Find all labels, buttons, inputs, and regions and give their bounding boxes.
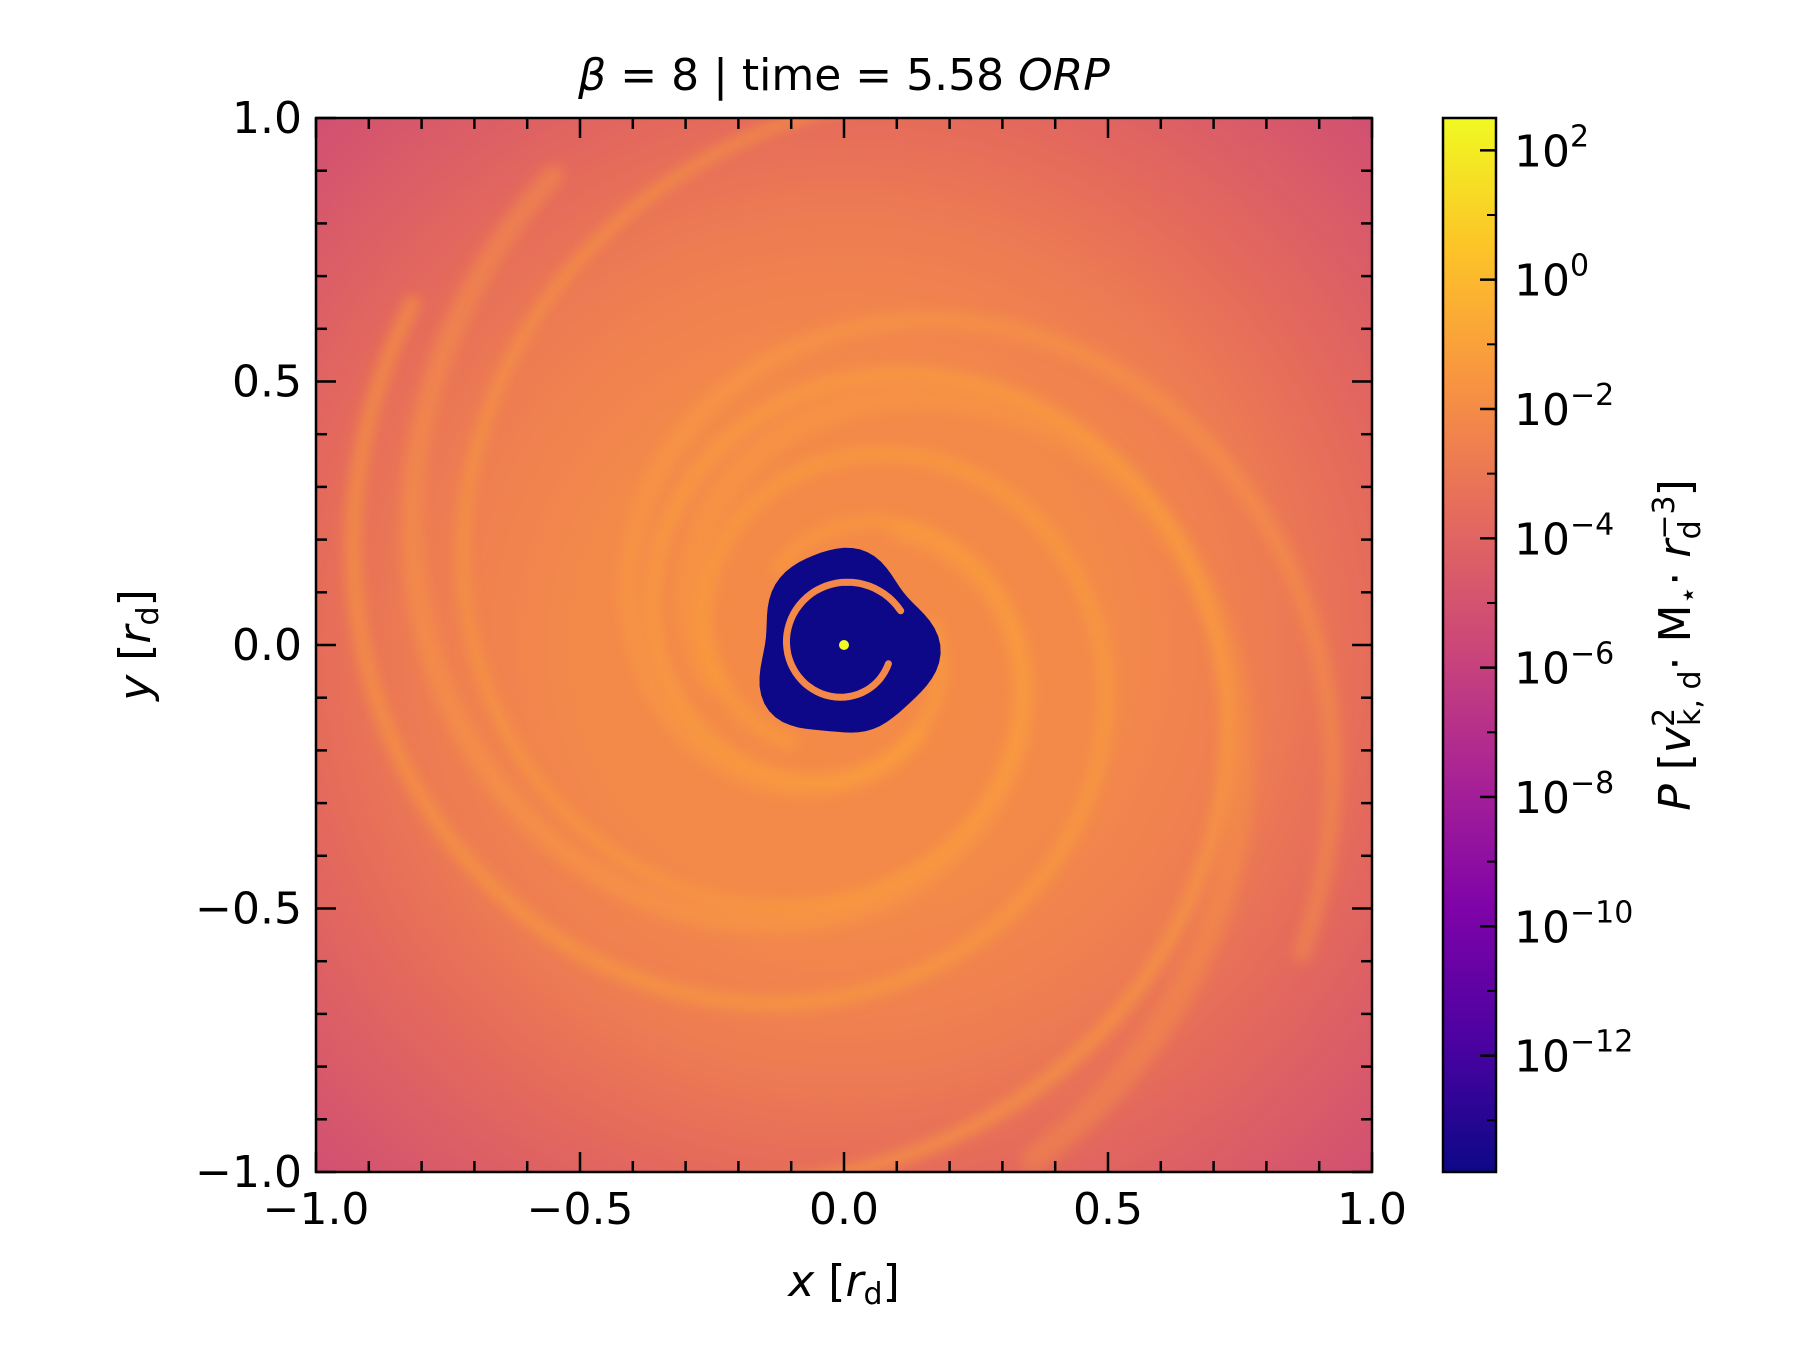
plot-area	[316, 118, 1372, 1172]
colorbar-tick-label: 10−10	[1514, 895, 1633, 953]
spiral-arm	[401, 164, 1035, 935]
central-hot-spot	[839, 640, 849, 650]
chart-title: β = 8 | time = 5.58 ORP	[577, 50, 1110, 101]
colorbar-tick-label: 102	[1514, 119, 1589, 177]
colorbar-tick-label: 10−4	[1514, 507, 1614, 565]
x-tick-label: −1.0	[263, 1184, 370, 1235]
spiral-arms	[344, 118, 1343, 1172]
colorbar-tick-label: 10−2	[1514, 378, 1614, 436]
x-tick-label: 0.0	[809, 1184, 879, 1235]
colorbar-tick-label: 10−12	[1514, 1025, 1633, 1083]
x-tick-label: 0.5	[1073, 1184, 1143, 1235]
y-tick-label: −0.5	[195, 884, 302, 935]
y-tick-label: 1.0	[232, 93, 302, 144]
x-axis-label: x [rd]	[786, 1256, 900, 1312]
colorbar-tick-label: 10−8	[1514, 766, 1614, 824]
colorbar-ticks: 102 100 10−2 10−4 10−6 10−8 10−10 10−12	[1480, 119, 1633, 1122]
y-tick-label: 0.0	[232, 620, 302, 671]
y-axis-label: y [rd]	[110, 589, 166, 703]
colorbar-tick-label: 10−6	[1514, 637, 1614, 695]
inner-cavity	[759, 547, 941, 733]
colorbar-tick-label: 100	[1514, 249, 1589, 307]
y-tick-label: −1.0	[195, 1147, 302, 1198]
colorbar-label: P [v2k, d· M⋆· r−3d]	[1647, 479, 1708, 811]
axes: −1.0 −0.5 0.0 0.5 1.0 −1.0 −0.5 0.0 0.5 1.0	[195, 93, 1407, 1235]
spiral-arm	[618, 310, 1343, 963]
inner-spiral-filament	[783, 578, 905, 701]
colorbar	[1441, 116, 1498, 1174]
x-tick-label: −0.5	[527, 1184, 634, 1235]
plot-frame	[314, 116, 1374, 1174]
x-tick-label: 1.0	[1337, 1184, 1407, 1235]
spiral-arm	[675, 383, 1255, 1172]
y-tick-label: 0.5	[232, 357, 302, 408]
spiral-arm	[344, 295, 1115, 1012]
